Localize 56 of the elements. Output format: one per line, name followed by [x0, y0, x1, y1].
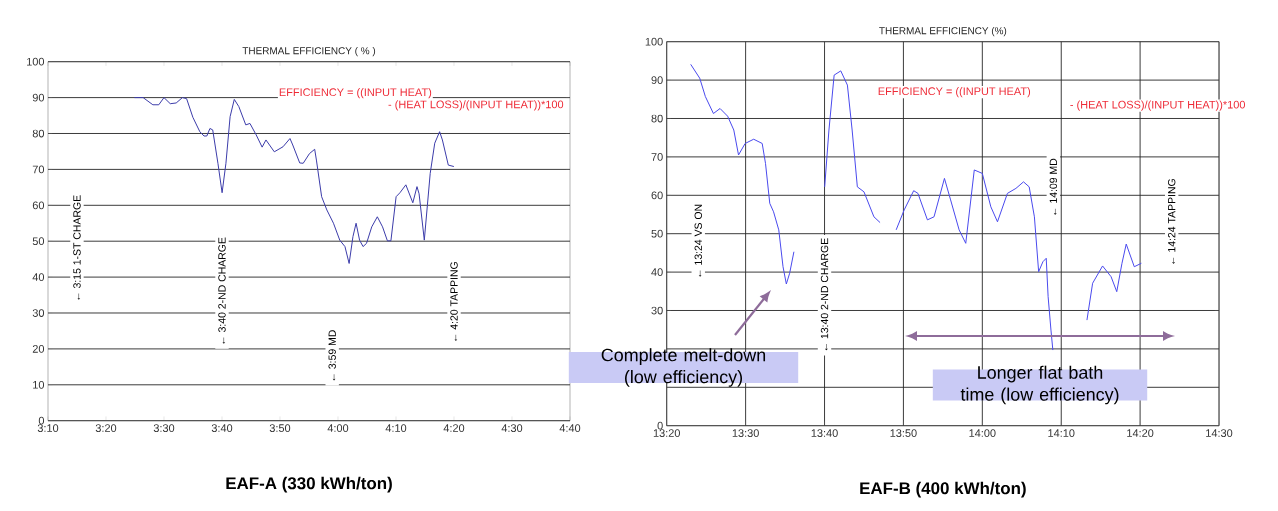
- x-tick-label: 13:50: [890, 429, 917, 437]
- annotation: - (HEAT LOSS)/(INPUT HEAT))*100: [1070, 100, 1245, 111]
- annotation: EFFICIENCY = ((INPUT HEAT): [279, 88, 432, 99]
- y-tick-label: 10: [33, 380, 45, 389]
- x-tick-label: 14:00: [969, 429, 996, 437]
- x-tick-label: 4:30: [501, 424, 523, 432]
- x-tick-label: 3:10: [37, 424, 59, 432]
- annotation: ← 13:40 2-ND CHARGE: [820, 238, 829, 351]
- annotation: Complete melt-down (low efficiency): [601, 348, 766, 387]
- annotation: EFFICIENCY = ((INPUT HEAT): [878, 87, 1031, 98]
- y-tick-label: 60: [32, 201, 45, 210]
- y-tick-label: 70: [32, 165, 45, 174]
- y-tick-label: 50: [651, 229, 663, 238]
- x-tick-label: 4:20: [443, 424, 465, 432]
- x-tick-label: 13:40: [811, 429, 838, 437]
- x-tick-label: 4:00: [327, 424, 349, 432]
- y-tick-label: 100: [27, 57, 45, 66]
- x-tick-label: 3:30: [153, 424, 175, 432]
- y-tick-label: 90: [651, 76, 663, 84]
- x-axis-title: EAF-B (400 kWh/ton): [860, 481, 1026, 498]
- x-tick-label: 13:20: [653, 429, 680, 437]
- x-tick-label: 14:20: [1127, 429, 1154, 437]
- y-tick-label: 90: [32, 93, 45, 102]
- y-tick-label: 0: [38, 416, 45, 425]
- y-tick-label: 80: [651, 114, 663, 123]
- x-tick-label: 13:30: [732, 429, 759, 437]
- annotation: ← 3:15 1-ST CHARGE: [73, 195, 81, 300]
- y-tick-label: 50: [32, 237, 45, 246]
- annotation: - (HEAT LOSS)/(INPUT HEAT))*100: [388, 100, 564, 111]
- x-tick-label: 3:50: [269, 424, 291, 432]
- y-tick-label: 100: [645, 37, 663, 46]
- annotation: ← 3:40 2-ND CHARGE: [218, 237, 226, 344]
- x-tick-label: 14:30: [1206, 429, 1233, 437]
- x-tick-label: 3:20: [95, 424, 117, 432]
- annotation: ← 14:24 TAPPING: [1167, 179, 1176, 264]
- annotation: ← 13:24 VS ON: [694, 204, 702, 277]
- y-tick-label: 60: [651, 191, 663, 200]
- x-tick-label: 3:40: [211, 424, 233, 432]
- annotation: Longer flat bath time (low efficiency): [960, 365, 1119, 405]
- chart-title: THERMAL EFFICIENCY ( % ): [242, 46, 376, 57]
- y-tick-label: 70: [651, 153, 663, 161]
- annotation: ← 3:59 MD: [328, 330, 336, 381]
- annotation: ← 14:09 MD: [1049, 158, 1058, 215]
- y-tick-label: 30: [651, 306, 663, 315]
- y-tick-label: 80: [32, 129, 45, 138]
- y-tick-label: 40: [651, 268, 663, 276]
- y-tick-label: 0: [657, 421, 663, 430]
- y-tick-label: 30: [32, 309, 45, 317]
- x-tick-label: 14:10: [1048, 429, 1075, 437]
- y-tick-label: 40: [32, 273, 45, 281]
- x-tick-label: 4:10: [385, 424, 407, 432]
- x-tick-label: 4:40: [559, 424, 581, 432]
- y-tick-label: 20: [32, 345, 45, 353]
- annotation: ← 4:20 TAPPING: [450, 262, 458, 341]
- chart-title: THERMAL EFFICIENCY (%): [879, 26, 1007, 37]
- x-axis-title: EAF-A (330 kWh/ton): [226, 476, 392, 493]
